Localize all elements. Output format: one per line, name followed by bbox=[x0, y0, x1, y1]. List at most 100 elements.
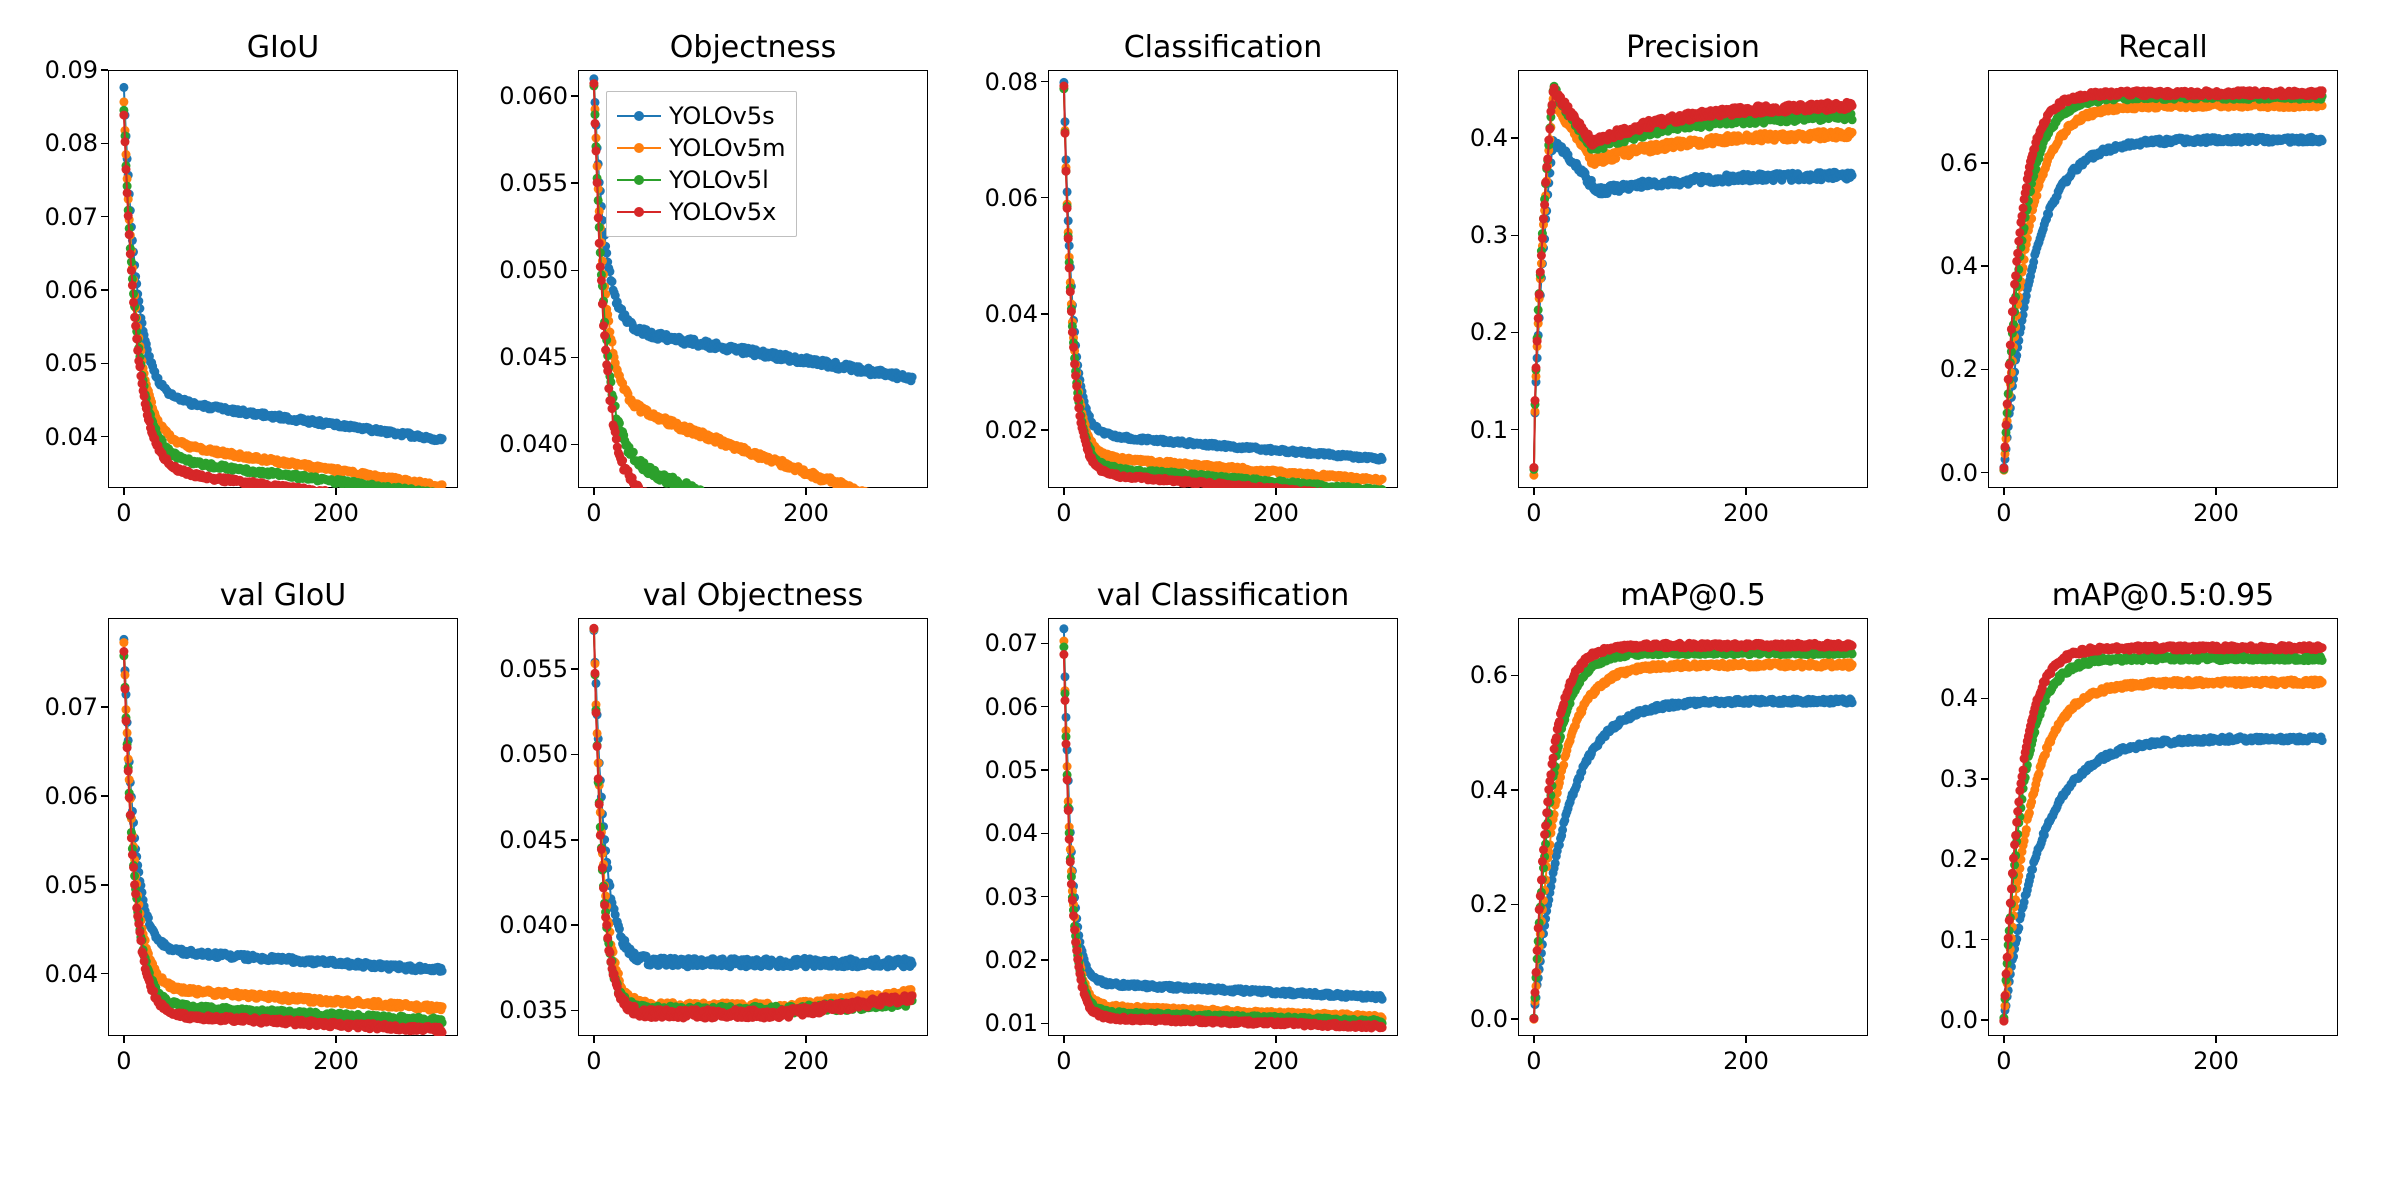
series-markers-s bbox=[1529, 136, 1856, 472]
ytick bbox=[571, 357, 578, 359]
ytick bbox=[101, 289, 108, 291]
ytick-label: 0.05 bbox=[948, 756, 1038, 784]
xtick-label: 0 bbox=[564, 499, 624, 527]
ytick-label: 0.07 bbox=[8, 203, 98, 231]
ytick-label: 0.4 bbox=[1888, 684, 1978, 712]
ytick-label: 0.050 bbox=[478, 740, 568, 768]
ytick bbox=[101, 884, 108, 886]
ytick-label: 0.050 bbox=[478, 256, 568, 284]
ytick bbox=[1981, 939, 1988, 941]
ytick-label: 0.4 bbox=[1418, 124, 1508, 152]
ytick-label: 0.3 bbox=[1418, 221, 1508, 249]
legend-item-m: YOLOv5m bbox=[617, 132, 786, 164]
ytick-label: 0.0 bbox=[1888, 1006, 1978, 1034]
series-markers-m bbox=[1999, 98, 2326, 475]
legend-swatch-line bbox=[617, 179, 661, 181]
ytick-label: 0.07 bbox=[8, 693, 98, 721]
subplot-title: Recall bbox=[1988, 30, 2338, 65]
ytick bbox=[101, 216, 108, 218]
series-line-x bbox=[1064, 655, 1382, 1029]
xtick bbox=[1745, 1036, 1747, 1043]
ytick-label: 0.08 bbox=[948, 68, 1038, 96]
subplot-precision: Precision02000.10.20.30.4 bbox=[1518, 70, 1868, 488]
plot-canvas bbox=[1518, 618, 1868, 1036]
subplot-title: mAP@0.5:0.95 bbox=[1988, 578, 2338, 613]
xtick-label: 0 bbox=[94, 1047, 154, 1075]
ytick-label: 0.4 bbox=[1888, 252, 1978, 280]
series-markers-x bbox=[1059, 650, 1386, 1033]
plot-canvas bbox=[108, 70, 458, 488]
xtick bbox=[593, 1036, 595, 1043]
xtick bbox=[1745, 488, 1747, 495]
subplot-title: GIoU bbox=[108, 30, 458, 65]
legend-item-s: YOLOv5s bbox=[617, 100, 786, 132]
plot-canvas bbox=[578, 618, 928, 1036]
legend: YOLOv5sYOLOv5mYOLOv5lYOLOv5x bbox=[606, 91, 797, 237]
ytick-label: 0.3 bbox=[1888, 765, 1978, 793]
ytick bbox=[571, 270, 578, 272]
series-line-x bbox=[124, 652, 442, 1033]
xtick-label: 0 bbox=[94, 499, 154, 527]
ytick-label: 0.04 bbox=[948, 300, 1038, 328]
xtick bbox=[2003, 488, 2005, 495]
xtick bbox=[593, 488, 595, 495]
ytick bbox=[1981, 162, 1988, 164]
xtick-label: 200 bbox=[1246, 1047, 1306, 1075]
ytick bbox=[1041, 313, 1048, 315]
legend-item-l: YOLOv5l bbox=[617, 164, 786, 196]
ytick-label: 0.040 bbox=[478, 430, 568, 458]
ytick bbox=[1041, 833, 1048, 835]
xtick bbox=[123, 488, 125, 495]
ytick bbox=[571, 668, 578, 670]
ytick bbox=[1511, 1018, 1518, 1020]
ytick bbox=[101, 706, 108, 708]
ytick-label: 0.02 bbox=[948, 416, 1038, 444]
ytick-label: 0.06 bbox=[8, 276, 98, 304]
series-line-m bbox=[1064, 641, 1382, 1018]
ytick-label: 0.0 bbox=[1888, 459, 1978, 487]
legend-swatch-line bbox=[617, 147, 661, 149]
series-markers-s bbox=[1529, 694, 1856, 1023]
legend-swatch-line bbox=[617, 115, 661, 117]
legend-label: YOLOv5x bbox=[669, 198, 776, 226]
xtick bbox=[805, 1036, 807, 1043]
subplot-val_giou: val GIoU02000.040.050.060.07 bbox=[108, 618, 458, 1036]
plot-canvas bbox=[1988, 70, 2338, 488]
xtick bbox=[335, 1036, 337, 1043]
ytick-label: 0.04 bbox=[8, 423, 98, 451]
ytick bbox=[1981, 472, 1988, 474]
xtick-label: 0 bbox=[1034, 499, 1094, 527]
ytick-label: 0.06 bbox=[8, 782, 98, 810]
xtick-label: 200 bbox=[776, 1047, 836, 1075]
series-markers-m bbox=[1999, 675, 2326, 1025]
subplot-title: val Classification bbox=[1048, 578, 1398, 613]
legend-swatch-marker bbox=[634, 111, 644, 121]
ytick-label: 0.2 bbox=[1888, 845, 1978, 873]
xtick-label: 200 bbox=[306, 499, 366, 527]
series-line-s bbox=[594, 631, 912, 967]
ytick bbox=[1511, 904, 1518, 906]
ytick bbox=[571, 1010, 578, 1012]
series-line-s bbox=[1064, 82, 1382, 460]
ytick bbox=[1511, 429, 1518, 431]
training-metrics-figure: GIoU02000.040.050.060.070.080.09Objectne… bbox=[0, 0, 2400, 1200]
series-markers-x bbox=[1059, 82, 1386, 504]
ytick bbox=[1981, 265, 1988, 267]
xtick-label: 0 bbox=[564, 1047, 624, 1075]
subplot-map5095: mAP@0.5:0.9502000.00.10.20.30.4 bbox=[1988, 618, 2338, 1036]
ytick-label: 0.09 bbox=[8, 56, 98, 84]
ytick bbox=[571, 839, 578, 841]
xtick bbox=[1063, 1036, 1065, 1043]
subplot-val_classification: val Classification02000.010.020.030.040.… bbox=[1048, 618, 1398, 1036]
plot-canvas bbox=[1518, 70, 1868, 488]
ytick-label: 0.1 bbox=[1888, 926, 1978, 954]
ytick bbox=[1041, 429, 1048, 431]
series-line-s bbox=[1534, 699, 1852, 1019]
ytick-label: 0.06 bbox=[948, 693, 1038, 721]
xtick-label: 0 bbox=[1504, 499, 1564, 527]
xtick-label: 200 bbox=[2186, 499, 2246, 527]
subplot-title: val GIoU bbox=[108, 578, 458, 613]
ytick bbox=[1511, 789, 1518, 791]
ytick bbox=[101, 69, 108, 71]
series-line-s bbox=[2004, 737, 2322, 1021]
